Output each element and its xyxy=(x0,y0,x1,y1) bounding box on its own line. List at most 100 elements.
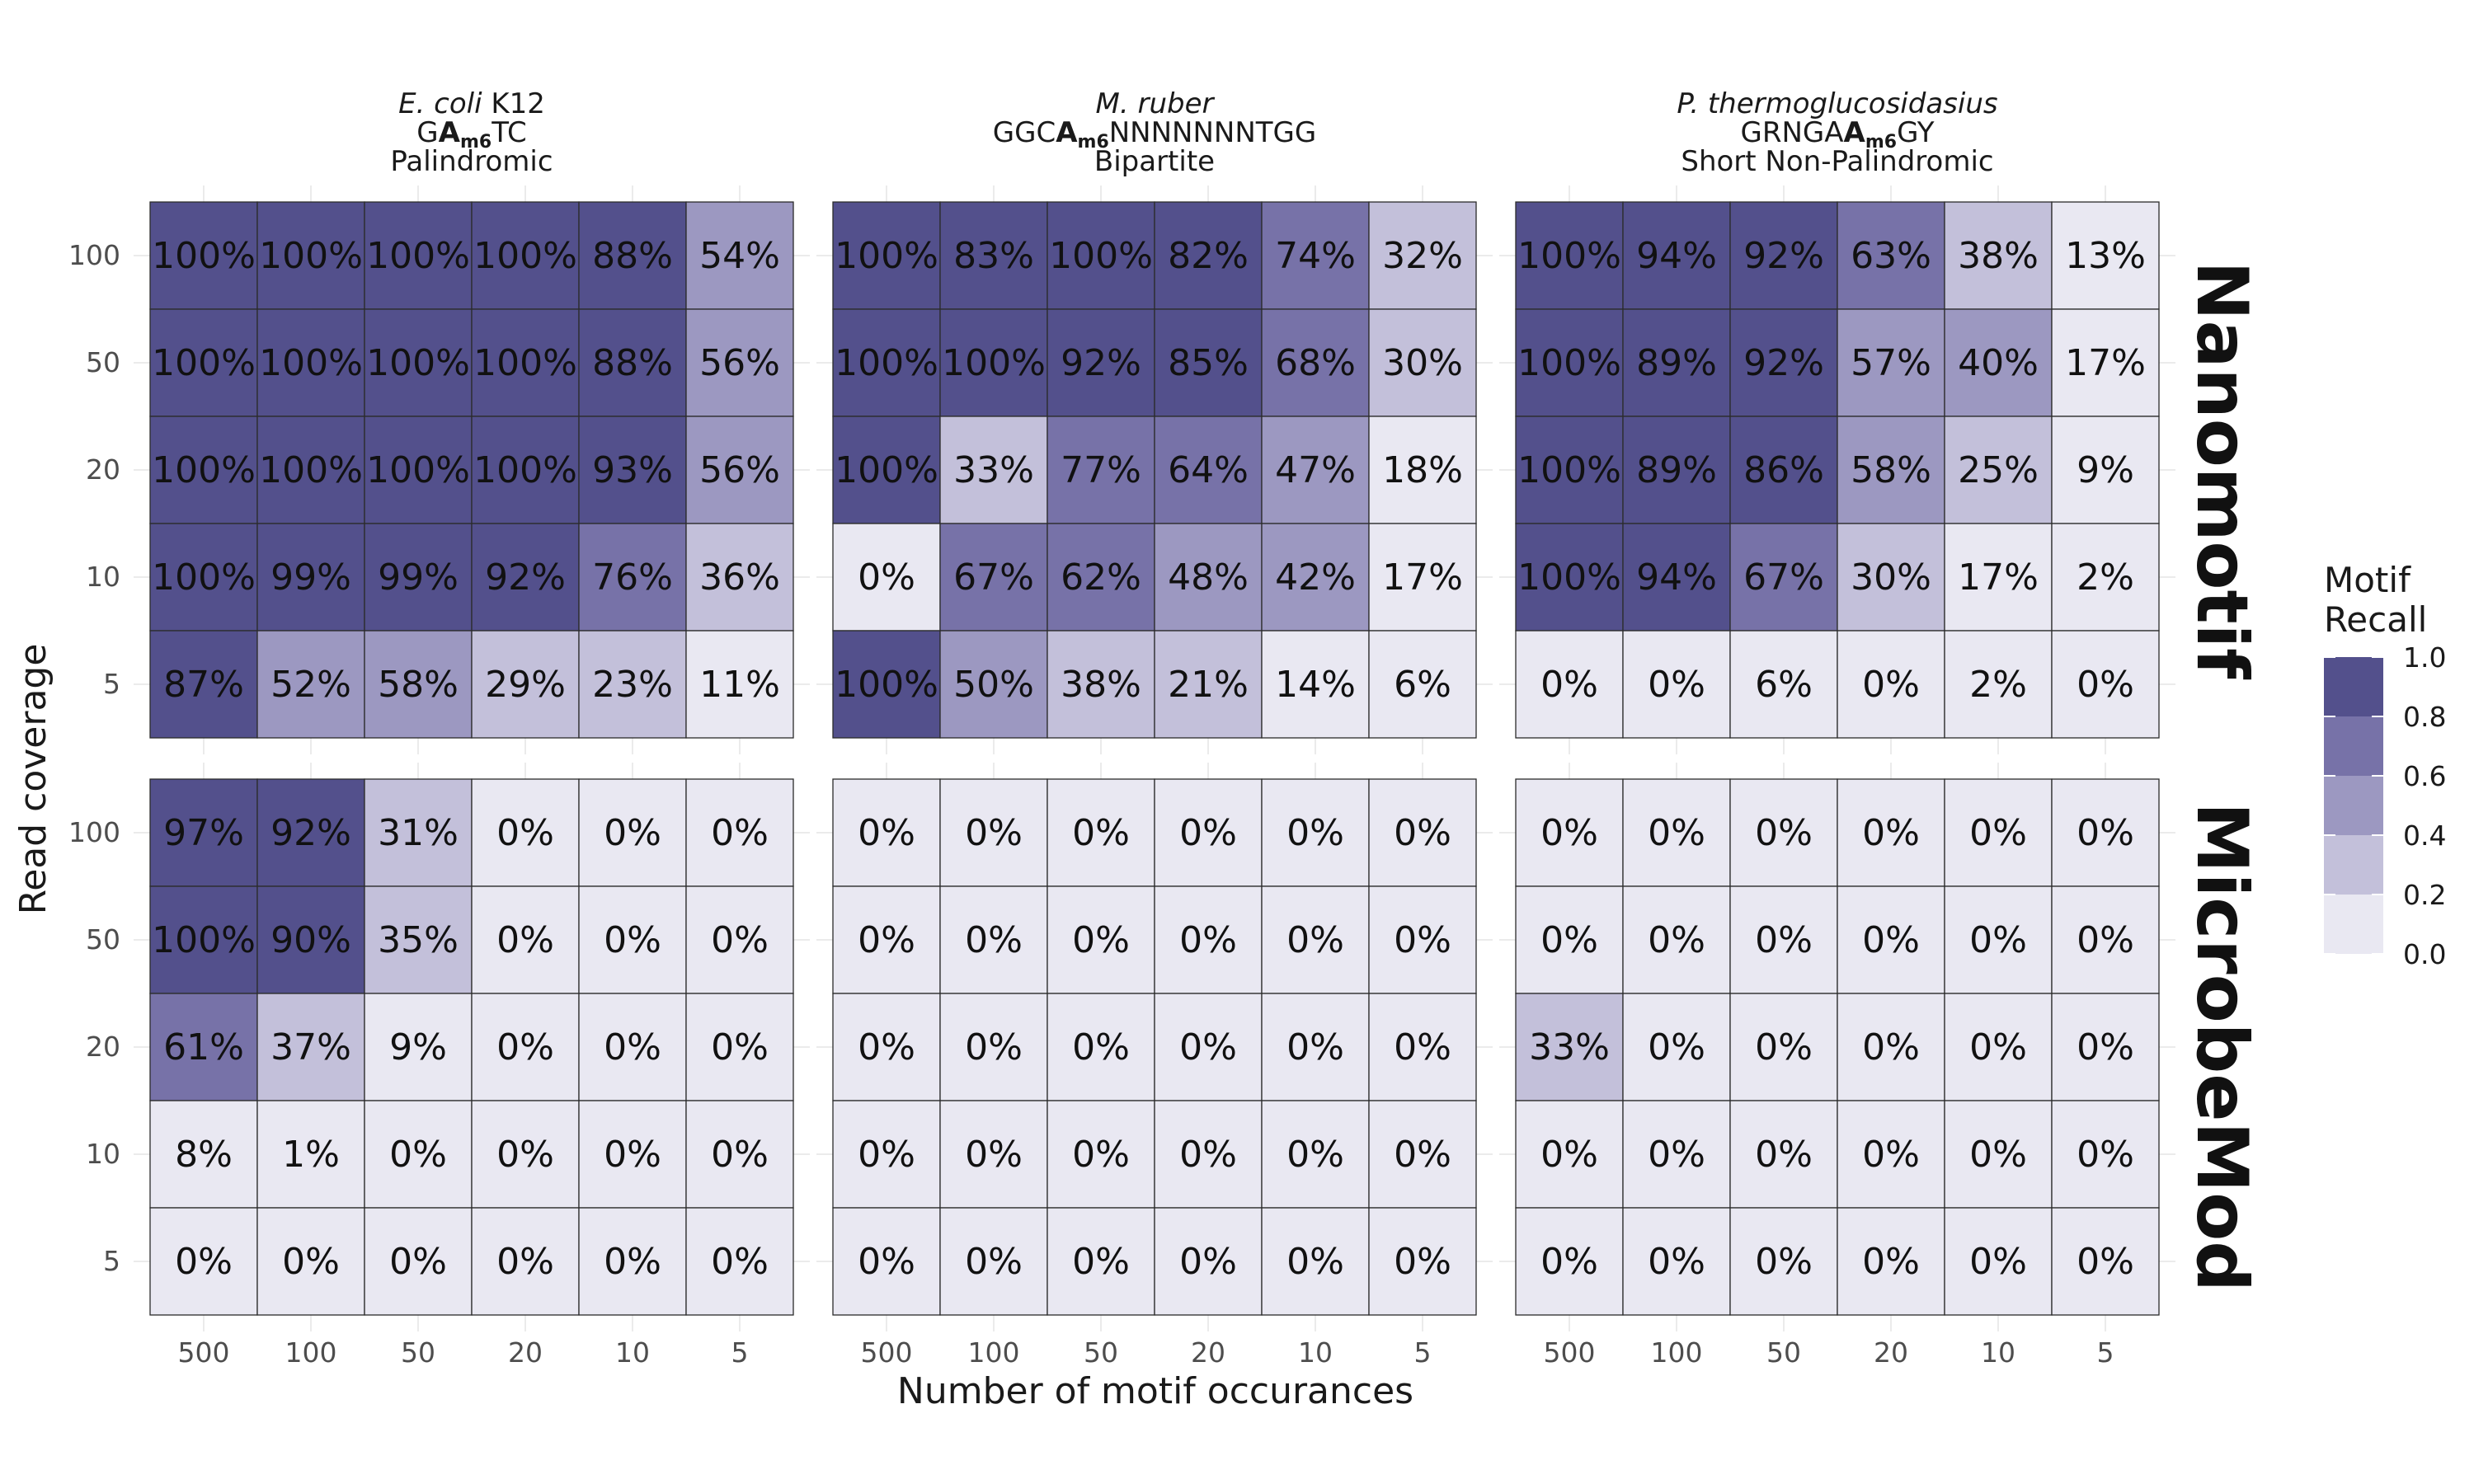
facet-species-name: E. coli xyxy=(398,87,482,120)
cell-value-label: 0% xyxy=(1394,1241,1451,1283)
cell-value-label: 0% xyxy=(965,812,1023,854)
cell-value-label: 40% xyxy=(1958,342,2039,384)
heatmap-cell xyxy=(832,308,941,417)
cell-value-label: 0% xyxy=(1286,1134,1344,1176)
cell-value-label: 77% xyxy=(1061,449,1141,491)
heatmap-cell xyxy=(149,630,258,739)
heatmap-cell xyxy=(1622,416,1731,524)
y-tick-label: 20 xyxy=(86,1031,120,1063)
cell-value-label: 18% xyxy=(1382,449,1463,491)
y-tick-label: 10 xyxy=(86,1138,120,1170)
cell-value-label: 94% xyxy=(1636,235,1717,277)
cell-value-label: 64% xyxy=(1168,449,1249,491)
cell-value-label: 89% xyxy=(1636,342,1717,384)
heatmap-cell xyxy=(1047,1100,1155,1209)
heatmap-cell xyxy=(1622,523,1731,632)
heatmap-cell xyxy=(578,630,687,739)
heatmap-cell xyxy=(939,993,1048,1101)
heatmap-cell xyxy=(1837,993,1945,1101)
cell-value-label: 0% xyxy=(1648,1241,1705,1283)
cell-value-label: 0% xyxy=(1648,664,1705,706)
cell-value-label: 74% xyxy=(1275,235,1356,277)
heatmap-cell xyxy=(578,885,687,994)
heatmap-cell xyxy=(2051,885,2160,994)
cell-value-label: 0% xyxy=(1862,812,1920,854)
heatmap-cell xyxy=(685,630,794,739)
cell-value-label: 89% xyxy=(1636,449,1717,491)
heatmap-cell xyxy=(1515,523,1624,632)
cell-value-label: 0% xyxy=(604,919,661,961)
facet-title-motif-type: Palindromic xyxy=(390,145,553,178)
cell-value-label: 0% xyxy=(965,1134,1023,1176)
heatmap-cell xyxy=(2051,308,2160,417)
cell-value-label: 0% xyxy=(1862,919,1920,961)
heatmap-cell xyxy=(1944,778,2053,887)
facet-title-organism: P. thermoglucosidasius xyxy=(1677,87,1997,120)
heatmap-cell xyxy=(578,1207,687,1316)
heatmap-cell xyxy=(2051,1207,2160,1316)
legend-title: Recall xyxy=(2324,599,2427,640)
heatmap-cell xyxy=(2051,778,2160,887)
heatmap-cell xyxy=(1368,885,1477,994)
cell-value-label: 92% xyxy=(270,812,351,854)
cell-value-label: 17% xyxy=(1958,556,2039,599)
heatmap-cell xyxy=(2051,1100,2160,1209)
heatmap-cell xyxy=(1622,778,1731,887)
cell-value-label: 0% xyxy=(2077,664,2134,706)
cell-value-label: 0% xyxy=(1286,1026,1344,1068)
cell-value-label: 14% xyxy=(1275,664,1356,706)
facet-title-organism: E. coli K12 xyxy=(398,87,545,120)
cell-value-label: 100% xyxy=(473,449,577,491)
cell-value-label: 0% xyxy=(711,1241,769,1283)
x-tick-label: 500 xyxy=(178,1336,230,1369)
motif-suffix: GY xyxy=(1897,116,1935,149)
y-tick-label: 5 xyxy=(103,1245,120,1277)
cell-value-label: 0% xyxy=(496,812,554,854)
heatmap-cell xyxy=(939,416,1048,524)
cell-value-label: 100% xyxy=(152,235,256,277)
heatmap-cell xyxy=(364,416,473,524)
cell-value-label: 92% xyxy=(1743,235,1824,277)
facet-title-motif-type: Short Non-Palindromic xyxy=(1681,145,1993,178)
x-tick-label: 5 xyxy=(1414,1336,1432,1369)
row-strip-label: MicrobeMod xyxy=(2180,802,2263,1292)
y-tick-label: 100 xyxy=(68,239,120,271)
cell-value-label: 0% xyxy=(1072,1026,1130,1068)
cell-value-label: 100% xyxy=(366,342,470,384)
cell-value-label: 13% xyxy=(2065,235,2146,277)
cell-value-label: 100% xyxy=(259,235,363,277)
heatmap-cell xyxy=(1261,1100,1370,1209)
cell-value-label: 0% xyxy=(2077,812,2134,854)
x-tick-label: 100 xyxy=(285,1336,337,1369)
cell-value-label: 63% xyxy=(1851,235,1931,277)
motif-modified-base: A xyxy=(439,116,461,149)
cell-value-label: 0% xyxy=(282,1241,340,1283)
heatmap-cell xyxy=(832,1207,941,1316)
y-tick-label: 50 xyxy=(86,923,120,956)
heatmap-cell xyxy=(578,523,687,632)
cell-value-label: 0% xyxy=(1648,812,1705,854)
cell-value-label: 54% xyxy=(699,235,780,277)
legend-title: Motif xyxy=(2324,560,2411,600)
facet-strain-name: K12 xyxy=(482,87,545,120)
cell-value-label: 0% xyxy=(604,1134,661,1176)
facet-species-name: M. ruber xyxy=(1096,87,1216,120)
heatmap-cell xyxy=(1261,993,1370,1101)
cell-value-label: 62% xyxy=(1061,556,1141,599)
cell-value-label: 0% xyxy=(1286,1241,1344,1283)
heatmap-cell xyxy=(471,885,580,994)
heatmap-cell xyxy=(1837,885,1945,994)
heatmap-cell xyxy=(685,778,794,887)
heatmap-cell xyxy=(149,1207,258,1316)
cell-value-label: 92% xyxy=(485,556,566,599)
facet-title-motif: GGCAm6NNNNNNNTGG xyxy=(993,116,1317,153)
cell-value-label: 92% xyxy=(1743,342,1824,384)
legend-break-label: 0.6 xyxy=(2403,760,2446,792)
y-tick-label: 50 xyxy=(86,346,120,378)
cell-value-label: 48% xyxy=(1168,556,1249,599)
motif-modification-type: m6 xyxy=(1078,132,1109,153)
heatmap-cell xyxy=(364,523,473,632)
cell-value-label: 0% xyxy=(1072,812,1130,854)
heatmap-cell xyxy=(1622,201,1731,310)
legend-break-label: 0.4 xyxy=(2403,819,2446,852)
